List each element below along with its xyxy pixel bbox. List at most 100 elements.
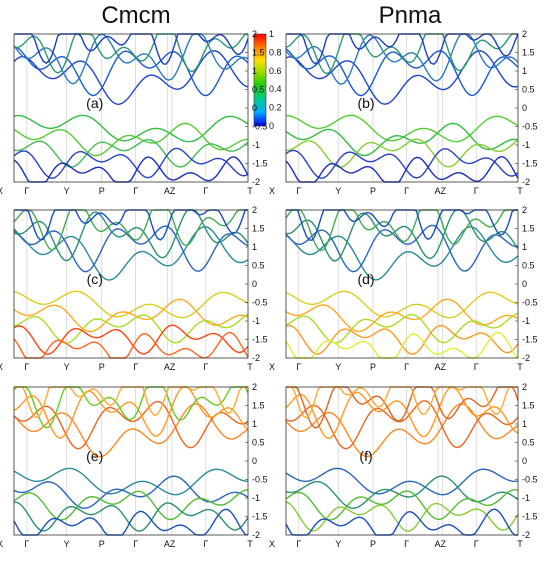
valence-band xyxy=(285,508,518,536)
valence-band xyxy=(13,156,249,183)
conduction-band xyxy=(13,403,249,458)
x-tick-label: T xyxy=(517,186,523,196)
y-tick-label: 2 xyxy=(522,205,527,215)
panel-5: (e) 2 1.5 1 0.5 0 -0.5 -1 -1.5 -2 X Γ Y P Γ AZ Γ T xyxy=(0,382,268,549)
y-tick-label: -2 xyxy=(522,530,530,540)
y-tick-label: -2 xyxy=(252,353,260,363)
x-tick-label: Γ xyxy=(133,186,138,196)
valence-band xyxy=(285,155,519,183)
y-tick-label: 0.5 xyxy=(252,261,265,271)
x-tick-label: T xyxy=(517,362,523,372)
y-tick-label: 1.5 xyxy=(522,401,535,411)
panel-2: (b) 2 1.5 1 0.5 0 -0.5 -1 -1.5 -2 X Γ Y P Γ AZ Γ T xyxy=(269,29,538,196)
y-tick-label: 1 xyxy=(252,419,257,429)
y-tick-label: 1 xyxy=(522,242,527,252)
panel-1: (a) 2 1.5 1 0.5 0 -0.5 -1 -1.5 -2 X Γ Y P Γ AZ Γ T xyxy=(0,29,268,196)
panel-label: (c) xyxy=(87,271,103,287)
panel-4: (d) 2 1.5 1 0.5 0 -0.5 -1 -1.5 -2 X Γ Y P Γ AZ Γ T xyxy=(269,205,538,372)
y-tick-label: -1.5 xyxy=(522,335,538,345)
panel-frame xyxy=(13,386,249,536)
x-tick-label: Γ xyxy=(133,362,138,372)
y-tick-label: 0 xyxy=(522,279,527,289)
panel-label: (a) xyxy=(86,95,103,111)
column-title-cmcm: Cmcm xyxy=(101,2,171,29)
y-tick-label: 1 xyxy=(252,66,257,76)
panel-label: (d) xyxy=(357,271,374,287)
y-tick-label: -1.5 xyxy=(252,512,268,522)
x-tick-label: T xyxy=(517,539,523,549)
y-tick-label: -1.5 xyxy=(252,159,268,169)
colorbar-tick-label: 0 xyxy=(269,121,274,131)
y-tick-label: -1.5 xyxy=(522,159,538,169)
x-tick-label: Γ xyxy=(203,186,208,196)
x-tick-label: P xyxy=(99,539,105,549)
conduction-band xyxy=(285,226,519,281)
valence-band xyxy=(13,489,249,521)
y-tick-label: 1 xyxy=(522,66,527,76)
x-tick-label: T xyxy=(247,539,253,549)
valence-band xyxy=(285,475,519,510)
y-tick-label: 0 xyxy=(252,279,257,289)
y-tick-label: 2 xyxy=(522,382,527,392)
valence-band xyxy=(285,138,519,168)
conduction-band xyxy=(285,49,519,105)
x-tick-label: X xyxy=(269,362,275,372)
colorbar-tick-label: 1 xyxy=(269,29,274,39)
y-tick-label: 2 xyxy=(522,29,527,39)
y-tick-label: -0.5 xyxy=(252,122,268,132)
y-tick-label: -1.5 xyxy=(252,335,268,345)
y-tick-label: 0.5 xyxy=(252,438,265,448)
valence-band xyxy=(13,122,249,157)
valence-band xyxy=(285,501,519,532)
x-tick-label: Γ xyxy=(24,362,29,372)
y-tick-label: 1.5 xyxy=(252,401,265,411)
x-tick-label: Y xyxy=(335,362,341,372)
x-tick-label: Γ xyxy=(404,362,409,372)
valence-band xyxy=(13,467,249,496)
x-tick-label: P xyxy=(99,186,105,196)
x-tick-label: AZ xyxy=(164,186,176,196)
panel-label: (f) xyxy=(359,448,372,464)
y-tick-label: 0 xyxy=(252,103,257,113)
x-tick-label: X xyxy=(0,362,3,372)
conduction-band xyxy=(13,46,249,97)
y-tick-label: 0 xyxy=(252,456,257,466)
panel-frame xyxy=(285,209,519,359)
x-tick-label: P xyxy=(370,362,376,372)
valence-band xyxy=(285,122,519,157)
x-tick-label: T xyxy=(247,186,253,196)
x-tick-label: P xyxy=(370,539,376,549)
y-tick-label: 2 xyxy=(252,382,257,392)
conduction-band xyxy=(13,386,249,439)
y-tick-label: 0.5 xyxy=(252,85,265,95)
y-tick-label: -1 xyxy=(522,493,530,503)
x-tick-label: Γ xyxy=(296,539,301,549)
conduction-band xyxy=(13,400,249,450)
x-tick-label: Γ xyxy=(296,362,301,372)
colorbar-tick-label: 0.2 xyxy=(269,103,282,113)
x-tick-label: Y xyxy=(335,186,341,196)
conduction-band xyxy=(285,209,518,252)
x-tick-label: AZ xyxy=(435,539,447,549)
conduction-band xyxy=(285,386,519,440)
y-tick-label: 0.5 xyxy=(522,261,535,271)
y-tick-label: 1 xyxy=(522,419,527,429)
valence-band xyxy=(285,298,519,333)
conduction-band xyxy=(285,33,518,75)
x-tick-label: X xyxy=(0,186,3,196)
conduction-band xyxy=(285,400,519,450)
y-tick-label: 1 xyxy=(252,242,257,252)
y-tick-label: 1.5 xyxy=(252,224,265,234)
y-tick-label: 0 xyxy=(522,456,527,466)
x-tick-label: P xyxy=(99,362,105,372)
x-tick-label: X xyxy=(0,539,3,549)
valence-band xyxy=(13,331,249,359)
y-tick-label: 1.5 xyxy=(522,224,535,234)
y-tick-label: 0.5 xyxy=(522,85,535,95)
conduction-band xyxy=(13,386,249,429)
conduction-band xyxy=(285,224,519,273)
x-tick-label: Γ xyxy=(296,186,301,196)
conduction-band xyxy=(13,209,249,262)
panel-6: (f) 2 1.5 1 0.5 0 -0.5 -1 -1.5 -2 X Γ Y P Γ AZ Γ T xyxy=(269,382,538,549)
column-title-pnma: Pnma xyxy=(378,2,442,29)
